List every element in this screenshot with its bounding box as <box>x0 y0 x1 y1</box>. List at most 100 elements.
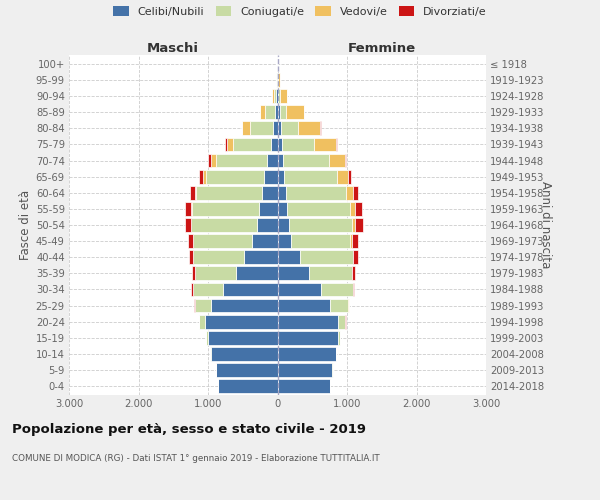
Bar <box>355 202 362 215</box>
Bar <box>289 218 352 232</box>
Bar <box>278 89 280 103</box>
Bar <box>277 266 310 280</box>
Bar <box>281 122 298 135</box>
Bar <box>277 380 329 393</box>
Bar <box>353 282 354 296</box>
Text: Popolazione per età, sesso e stato civile - 2019: Popolazione per età, sesso e stato civil… <box>12 422 366 436</box>
Bar <box>277 202 287 215</box>
Bar <box>277 234 291 248</box>
Bar <box>281 138 314 151</box>
Bar <box>276 73 277 87</box>
Bar <box>350 202 355 215</box>
Bar <box>208 331 277 344</box>
Bar <box>211 298 277 312</box>
Bar <box>194 186 196 200</box>
Bar <box>335 138 337 151</box>
Bar <box>185 218 191 232</box>
Bar <box>190 186 194 200</box>
Bar <box>352 218 355 232</box>
Bar <box>278 73 280 87</box>
Bar <box>274 122 277 135</box>
Bar <box>300 250 353 264</box>
Bar <box>286 106 304 119</box>
Bar <box>277 154 283 168</box>
Bar <box>349 170 352 183</box>
Bar <box>298 122 320 135</box>
Bar <box>233 138 271 151</box>
Bar <box>185 202 191 215</box>
Bar <box>277 250 300 264</box>
Bar <box>188 234 193 248</box>
Bar <box>205 315 277 328</box>
Bar <box>353 250 358 264</box>
Bar <box>262 186 277 200</box>
Bar <box>291 234 350 248</box>
Bar <box>218 380 277 393</box>
Bar <box>344 154 346 168</box>
Bar <box>225 138 227 151</box>
Bar <box>217 363 277 377</box>
Bar <box>199 315 205 328</box>
Bar <box>191 218 257 232</box>
Bar <box>277 122 281 135</box>
Bar <box>338 331 340 344</box>
Bar <box>191 282 193 296</box>
Y-axis label: Anni di nascita: Anni di nascita <box>539 182 551 268</box>
Bar <box>259 202 277 215</box>
Bar <box>277 298 331 312</box>
Bar <box>260 106 265 119</box>
Bar <box>277 363 332 377</box>
Bar <box>284 170 337 183</box>
Bar <box>320 122 321 135</box>
Bar <box>287 202 350 215</box>
Bar <box>215 154 267 168</box>
Bar <box>314 138 335 151</box>
Bar <box>265 106 275 119</box>
Bar <box>353 186 358 200</box>
Bar <box>191 202 192 215</box>
Bar <box>195 266 236 280</box>
Bar <box>280 106 286 119</box>
Bar <box>276 89 277 103</box>
Bar <box>337 170 349 183</box>
Bar <box>329 154 344 168</box>
Bar <box>346 186 353 200</box>
Bar <box>242 122 250 135</box>
Bar <box>211 154 215 168</box>
Bar <box>274 89 276 103</box>
Bar <box>272 89 274 103</box>
Bar <box>352 266 355 280</box>
Bar <box>208 154 211 168</box>
Bar <box>280 89 287 103</box>
Text: Femmine: Femmine <box>347 42 416 55</box>
Bar <box>277 315 338 328</box>
Bar <box>275 106 277 119</box>
Bar <box>350 234 352 248</box>
Bar <box>193 250 244 264</box>
Bar <box>277 218 289 232</box>
Bar <box>250 122 274 135</box>
Bar <box>227 138 233 151</box>
Bar <box>206 170 264 183</box>
Bar <box>264 170 277 183</box>
Bar <box>355 218 362 232</box>
Bar <box>257 218 277 232</box>
Bar <box>244 250 277 264</box>
Bar <box>223 282 277 296</box>
Bar <box>277 282 320 296</box>
Bar <box>338 315 345 328</box>
Bar <box>277 138 281 151</box>
Bar <box>211 347 277 361</box>
Bar <box>286 186 346 200</box>
Bar <box>267 154 277 168</box>
Bar <box>199 170 203 183</box>
Bar <box>277 331 338 344</box>
Bar <box>277 106 280 119</box>
Bar <box>331 298 349 312</box>
Bar <box>271 138 277 151</box>
Bar <box>206 331 208 344</box>
Bar <box>320 282 353 296</box>
Text: Maschi: Maschi <box>147 42 199 55</box>
Bar <box>193 282 223 296</box>
Bar <box>193 234 253 248</box>
